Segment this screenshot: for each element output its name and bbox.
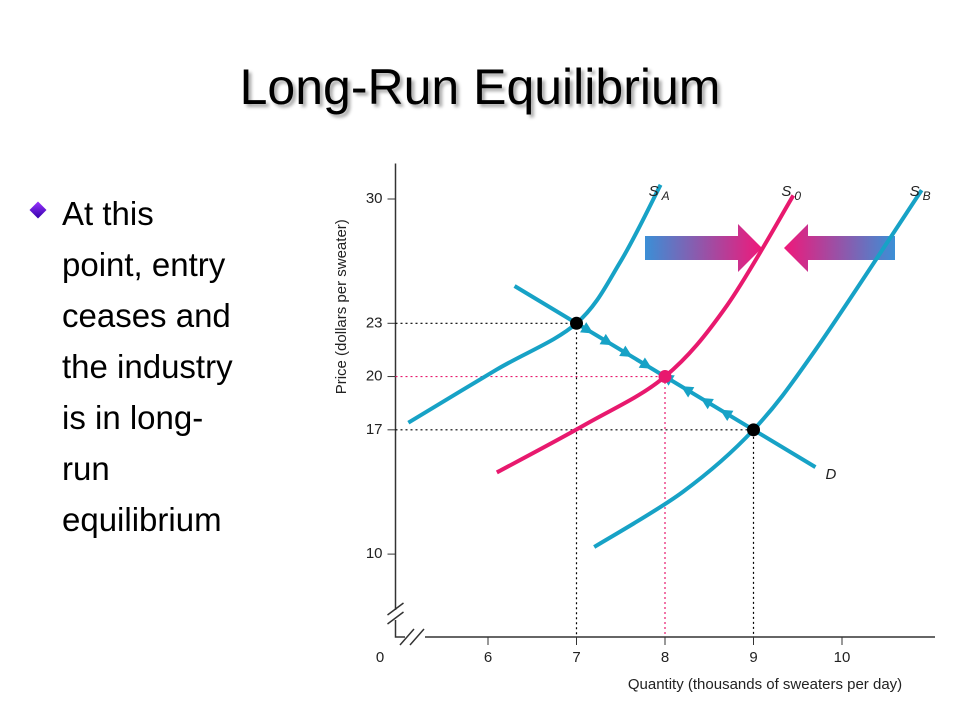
- x-tick-label: 6: [484, 649, 492, 666]
- bullet-line: equilibrium: [62, 501, 222, 538]
- y-tick-label: 20: [366, 368, 383, 385]
- curve-label-name: S: [649, 183, 659, 200]
- bullet-line: At this: [62, 195, 154, 232]
- direction-marker: [680, 386, 695, 398]
- direction-marker: [580, 322, 594, 334]
- guide-line: [395, 322, 578, 637]
- y-tick-label: 30: [366, 190, 383, 207]
- bullet-line: point, entry: [62, 246, 226, 283]
- guide-line: [395, 375, 666, 637]
- y-tick-label: 17: [366, 421, 383, 438]
- y-tick-label: 10: [366, 545, 383, 562]
- y-tick-label: 23: [366, 314, 383, 331]
- bullet-line: ceases and: [62, 297, 231, 334]
- x-tick-label: 9: [749, 649, 757, 666]
- x-tick-label: 10: [834, 649, 851, 666]
- curve-label: D: [825, 466, 836, 483]
- direction-marker: [720, 409, 734, 422]
- curve: [593, 189, 924, 549]
- x-axis-label: Quantity (thousands of sweaters per day): [628, 676, 902, 693]
- bullet-line: run: [62, 450, 110, 487]
- bullet-text: At this point, entry ceases and the industr…: [62, 188, 233, 545]
- curve: [407, 183, 663, 425]
- origin-label: 0: [376, 649, 384, 666]
- curve-label-sub: A: [661, 189, 670, 203]
- direction-marker: [638, 357, 653, 369]
- guide-line: [395, 429, 755, 637]
- slide-title: Long-Run Equilibrium: [239, 59, 721, 115]
- direction-marker: [619, 345, 633, 358]
- axis-break: [387, 602, 425, 646]
- shift-arrow: [645, 224, 762, 272]
- equilibrium-point: [570, 316, 583, 330]
- curve-label-name: D: [825, 466, 836, 483]
- y-axis-label: Price (dollars per sweater): [333, 219, 350, 394]
- equilibrium-point: [658, 370, 672, 384]
- curve-label-sub: B: [923, 189, 931, 203]
- equilibrium-point: [747, 423, 760, 437]
- curve-label-name: S: [910, 183, 920, 200]
- bullet-line: is in long-: [62, 399, 204, 436]
- shift-arrow: [784, 224, 895, 272]
- x-tick-label: 7: [572, 649, 580, 666]
- bullet-line: the industry: [62, 348, 233, 385]
- curve-label-name: S: [781, 183, 791, 200]
- curve-label-sub: 0: [794, 189, 801, 203]
- direction-marker: [700, 397, 714, 410]
- direction-marker: [599, 333, 613, 346]
- x-tick-label: 8: [661, 649, 669, 666]
